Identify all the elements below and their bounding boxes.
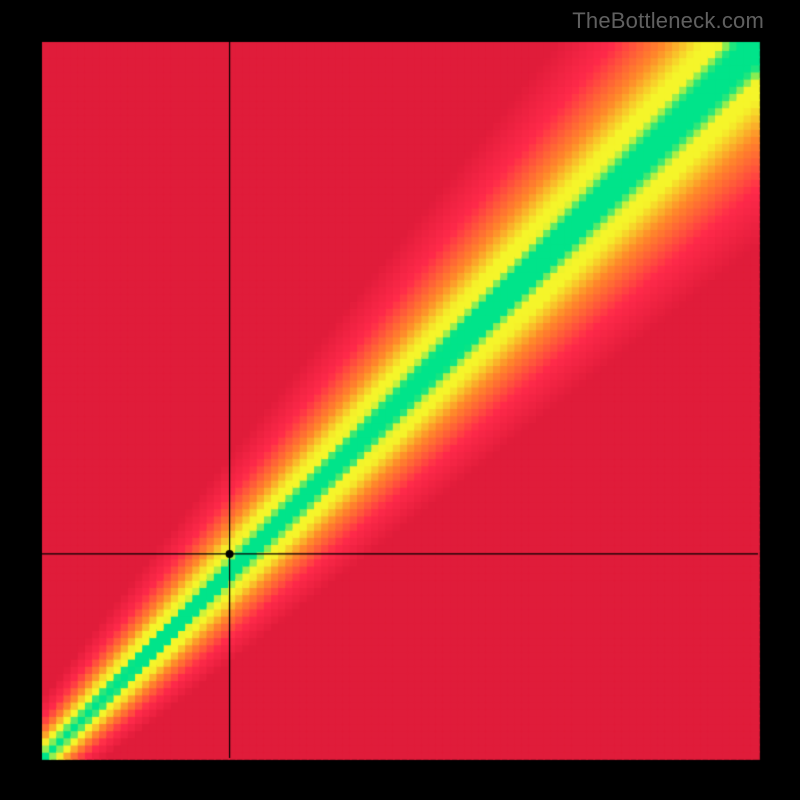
chart-container: { "watermark": { "text": "TheBottleneck.… xyxy=(0,0,800,800)
watermark-text: TheBottleneck.com xyxy=(572,8,764,34)
bottleneck-heatmap xyxy=(0,0,800,800)
